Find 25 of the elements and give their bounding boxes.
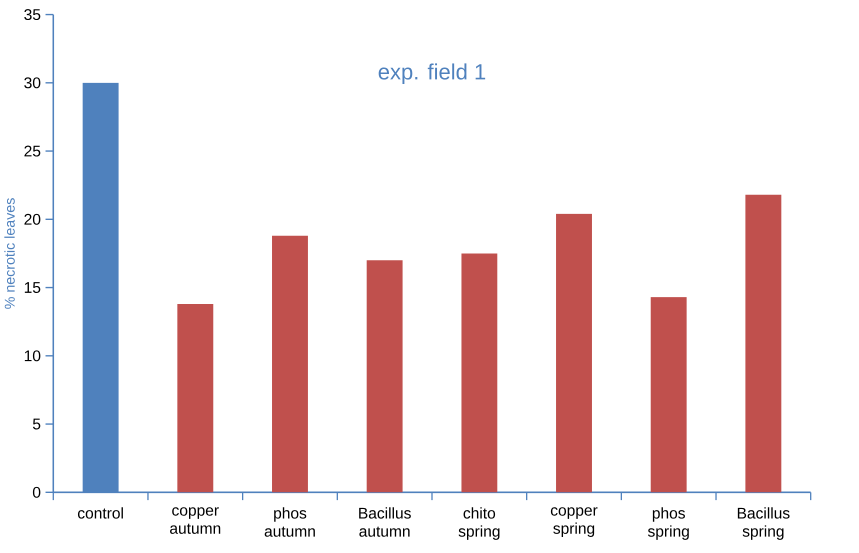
bar	[556, 214, 592, 493]
y-tick-label: 10	[24, 350, 40, 362]
x-tick-label: Bacillus spring	[738, 507, 790, 540]
y-axis-title: % necrotic leaves	[4, 198, 15, 309]
y-tick-label: 15	[24, 282, 40, 294]
y-tick-label: 20	[24, 214, 40, 226]
x-tick-label: phos spring	[648, 507, 689, 540]
x-tick-label: Bacillus autumn	[359, 507, 411, 538]
y-tick-label: 5	[32, 418, 40, 430]
x-tick-label: copper spring	[550, 507, 598, 538]
bar	[461, 254, 498, 493]
x-tick-label: phos autumn	[264, 507, 315, 538]
x-tick-label: chito spring	[458, 507, 500, 540]
x-tick-label: copper autumn	[170, 507, 220, 534]
y-tick-label: 25	[24, 146, 40, 157]
x-tick-label: control	[78, 507, 123, 519]
bar	[366, 260, 403, 493]
bar	[177, 304, 214, 493]
bar	[745, 194, 782, 493]
y-tick-label: 0	[32, 487, 40, 498]
text: exp. field 1	[378, 64, 486, 84]
y-tick-label: 35	[24, 9, 40, 20]
y-tick-label: 30	[24, 78, 40, 89]
bar	[272, 236, 308, 493]
bar	[650, 297, 687, 493]
